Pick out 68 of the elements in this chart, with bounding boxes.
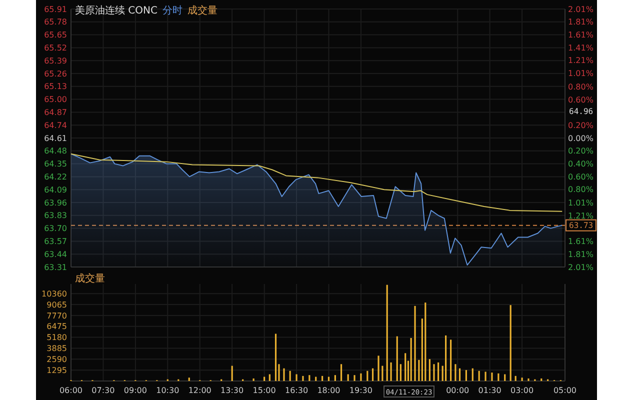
- y2-tick-label: 0.60%: [568, 172, 594, 182]
- x-tick-label: 13:30: [220, 386, 244, 395]
- text: 64.96: [569, 106, 594, 116]
- x-tick-label: 09:00: [124, 386, 147, 395]
- y-tick-label: 65.13: [44, 82, 67, 92]
- x-tick-label: 03:00: [510, 386, 534, 395]
- y-tick-label: 65.65: [44, 30, 67, 40]
- y2-tick-label: 1.61%: [568, 237, 594, 246]
- chart-title: 成交量: [75, 272, 105, 284]
- y2-tick-label: 1.21%: [568, 211, 594, 220]
- y-tick-label: 64.22: [44, 172, 67, 182]
- y-tick-label: 63.96: [44, 198, 67, 208]
- y-tick-label: 3885: [46, 344, 67, 354]
- y2-tick-label: 2.01%: [568, 4, 594, 14]
- y-tick-label: 5180: [46, 333, 67, 342]
- y2-tick-label: 1.01%: [568, 198, 594, 208]
- y-tick-label: 63.31: [44, 262, 67, 272]
- y-tick-label: 64.61: [44, 134, 67, 143]
- y2-tick-label: 0.60%: [568, 95, 594, 104]
- y-tick-label: 10360: [42, 289, 67, 298]
- y-tick-label: 63.57: [44, 237, 67, 246]
- y2-tick-label: 1.81%: [568, 250, 594, 259]
- x-tick-label: 01:30: [478, 386, 502, 395]
- x-tick-label: 06:00: [59, 386, 83, 395]
- y2-tick-label: 1.01%: [568, 68, 594, 78]
- x-tick-label: 16:30: [284, 386, 308, 395]
- y-tick-label: 65.78: [44, 18, 67, 27]
- chart-title: 美原油连续 CONC: [75, 4, 158, 16]
- y2-tick-label: 1.61%: [568, 30, 594, 40]
- y2-tick-label: 1.41%: [568, 43, 594, 52]
- x-tick-label: 15:00: [252, 386, 276, 395]
- y-tick-label: 64.87: [44, 108, 67, 117]
- y2-tick-label: 0.20%: [568, 120, 594, 130]
- y-tick-label: 63.70: [44, 224, 67, 234]
- y-tick-label: 1295: [46, 366, 67, 375]
- y-tick-label: 64.09: [44, 185, 67, 194]
- y-tick-label: 64.35: [44, 160, 67, 169]
- y2-tick-label: 1.21%: [568, 56, 594, 66]
- annotation: 成交量: [188, 4, 218, 16]
- x-tick-label: 00:00: [446, 386, 470, 395]
- y2-tick-label: 0.80%: [568, 185, 594, 194]
- y-tick-label: 2590: [46, 354, 67, 364]
- x-tick-label: 10:30: [156, 386, 180, 395]
- y-tick-label: 64.48: [44, 146, 67, 156]
- y-tick-label: 65.26: [44, 69, 67, 78]
- y-tick-label: 63.83: [44, 211, 67, 220]
- x-tick-label: 19:30: [349, 386, 372, 395]
- y2-tick-label: 0.00%: [568, 134, 594, 143]
- y-tick-label: 64.74: [44, 120, 67, 130]
- y-tick-label: 65.00: [44, 95, 67, 104]
- y-tick-label: 7770: [46, 311, 67, 320]
- chart-subtitle: 分时: [162, 4, 182, 16]
- y-tick-label: 65.39: [44, 56, 67, 66]
- y-tick-label: 9065: [46, 300, 67, 310]
- y2-tick-label: 0.40%: [568, 159, 594, 168]
- ref-line-label: 63.73: [569, 221, 594, 230]
- x-tick-label: 07:30: [92, 386, 115, 395]
- x-tick-label: 18:00: [317, 386, 340, 395]
- y2-tick-label: 0.80%: [568, 82, 594, 92]
- y-tick-label: 65.52: [44, 44, 67, 52]
- x-tick-label: 12:00: [188, 386, 212, 395]
- y2-tick-label: 1.81%: [568, 18, 594, 27]
- y-tick-label: 63.44: [44, 250, 67, 259]
- y-tick-label: 6475: [46, 322, 67, 332]
- y-tick-label: 65.91: [44, 4, 67, 14]
- y2-tick-label: 2.01%: [568, 262, 594, 272]
- x-tick-label: 05:00: [553, 386, 577, 395]
- y2-tick-label: 0.20%: [568, 146, 594, 156]
